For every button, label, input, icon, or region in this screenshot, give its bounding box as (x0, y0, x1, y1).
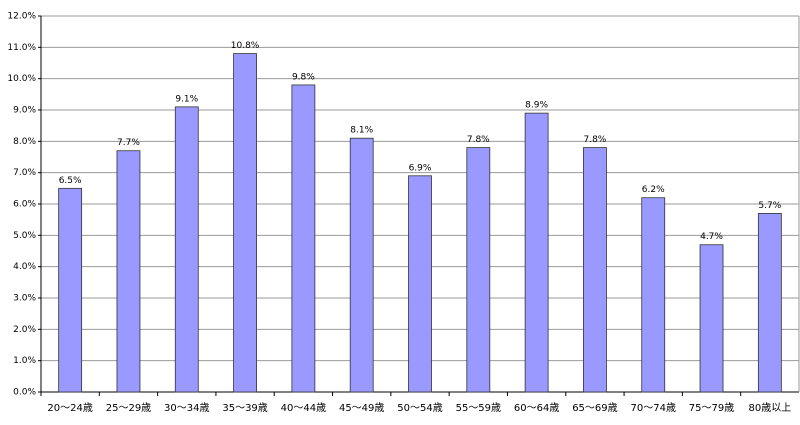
x-tick-label: 50～54歳 (397, 402, 442, 414)
bar (524, 112, 549, 393)
data-label: 9.1% (175, 94, 198, 104)
x-tick-label: 40～44歳 (281, 402, 326, 414)
y-tick-label: 10.0% (7, 74, 36, 84)
x-tick-label: 35～39歳 (222, 402, 267, 414)
data-label: 8.9% (525, 101, 548, 111)
y-tick-label: 6.0% (13, 200, 36, 210)
y-tick-label: 11.0% (7, 43, 36, 53)
x-tick-label: 55～59歳 (456, 402, 501, 414)
bar (174, 106, 199, 393)
y-tick-label: 4.0% (13, 262, 36, 272)
y-tick-label: 9.0% (13, 106, 36, 116)
x-tick-label: 30～34歳 (164, 402, 209, 414)
data-label: 7.8% (583, 135, 606, 145)
bar (757, 212, 782, 393)
y-tick-label: 1.0% (13, 356, 36, 366)
data-label: 7.8% (467, 135, 490, 145)
bar (583, 147, 607, 393)
bar (116, 150, 141, 393)
y-tick-label: 12.0% (7, 12, 36, 22)
x-tick-label: 45～49歳 (339, 402, 384, 414)
data-label: 6.2% (642, 185, 665, 195)
data-label: 9.8% (292, 72, 315, 82)
data-label: 10.8% (231, 41, 260, 51)
bar (233, 53, 257, 393)
y-tick-label: 3.0% (13, 294, 36, 304)
x-tick-label: 75～79歳 (689, 402, 734, 414)
x-tick-label: 70～74歳 (631, 402, 676, 414)
y-tick-label: 7.0% (13, 168, 36, 178)
y-tick-label: 5.0% (13, 231, 36, 241)
data-label: 5.7% (758, 201, 781, 211)
bar (58, 187, 83, 393)
y-tick-label: 0.0% (13, 388, 36, 398)
x-tick-label: 80歳以上 (748, 402, 791, 414)
x-tick-label: 60～64歳 (514, 402, 559, 414)
bar (291, 84, 316, 393)
y-tick-label: 2.0% (13, 325, 36, 335)
data-label: 4.7% (700, 232, 723, 242)
x-tick-label: 20～24歳 (47, 402, 92, 414)
bar (349, 137, 374, 393)
x-tick-label: 25～29歳 (106, 402, 151, 414)
bar (408, 175, 432, 393)
data-label: 6.5% (59, 176, 82, 186)
y-tick-label: 8.0% (13, 137, 36, 147)
data-label: 8.1% (350, 126, 373, 136)
data-label: 7.7% (117, 138, 140, 148)
bar (466, 147, 491, 393)
x-tick-label: 65～69歳 (572, 402, 617, 414)
data-label: 6.9% (409, 163, 432, 173)
bar (699, 244, 724, 393)
bar (641, 197, 666, 393)
